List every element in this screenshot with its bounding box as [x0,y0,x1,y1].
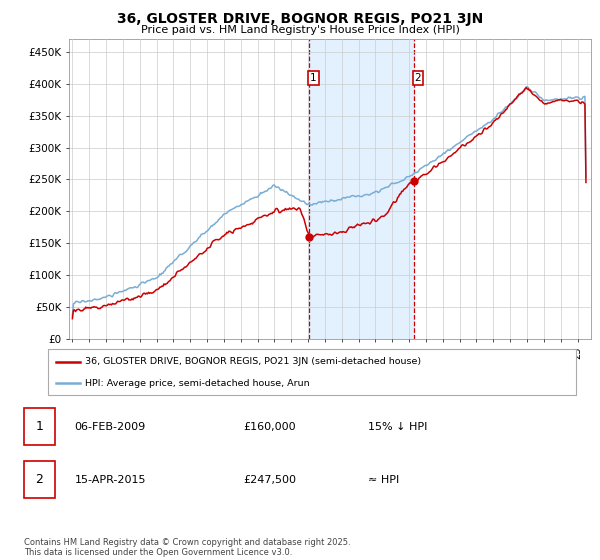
Text: 2: 2 [415,73,421,83]
Text: 36, GLOSTER DRIVE, BOGNOR REGIS, PO21 3JN: 36, GLOSTER DRIVE, BOGNOR REGIS, PO21 3J… [117,12,483,26]
Text: 06-FEB-2009: 06-FEB-2009 [74,422,146,432]
Text: 1: 1 [35,420,43,433]
Text: 1: 1 [310,73,317,83]
Text: £247,500: £247,500 [244,475,296,485]
FancyBboxPatch shape [23,408,55,445]
Text: HPI: Average price, semi-detached house, Arun: HPI: Average price, semi-detached house,… [85,379,310,388]
Text: £160,000: £160,000 [244,422,296,432]
Text: 2: 2 [35,473,43,486]
FancyBboxPatch shape [23,461,55,498]
Text: 36, GLOSTER DRIVE, BOGNOR REGIS, PO21 3JN (semi-detached house): 36, GLOSTER DRIVE, BOGNOR REGIS, PO21 3J… [85,357,421,366]
Text: 15% ↓ HPI: 15% ↓ HPI [368,422,427,432]
Text: ≈ HPI: ≈ HPI [368,475,399,485]
Text: Price paid vs. HM Land Registry's House Price Index (HPI): Price paid vs. HM Land Registry's House … [140,25,460,35]
Bar [310,39,414,339]
Text: Contains HM Land Registry data © Crown copyright and database right 2025.
This d: Contains HM Land Registry data © Crown c… [24,538,350,557]
Text: 15-APR-2015: 15-APR-2015 [74,475,146,485]
